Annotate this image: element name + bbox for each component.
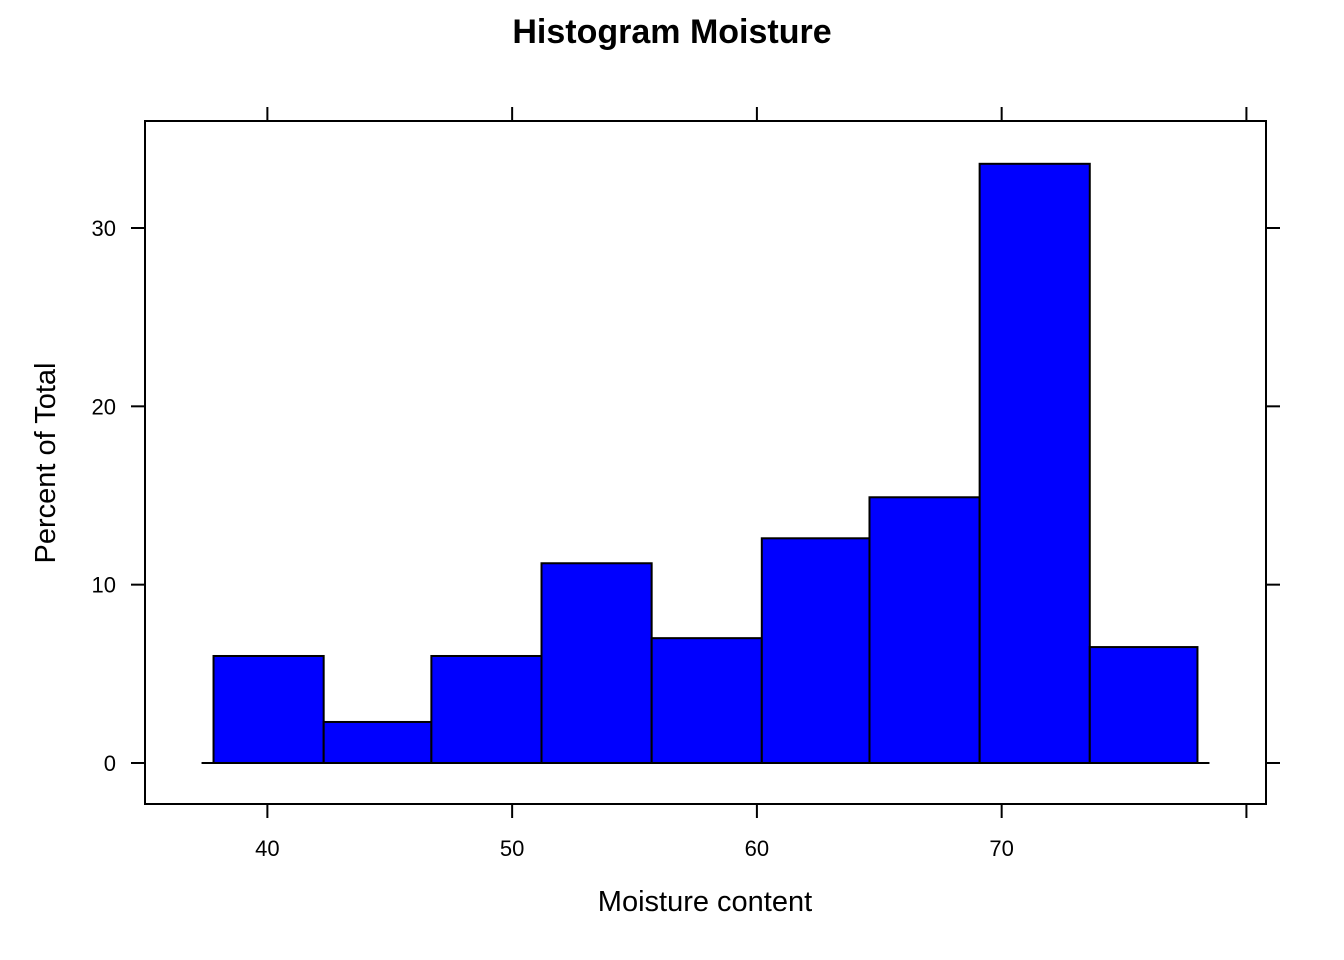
y-tick-label: 0 xyxy=(104,751,116,776)
histogram-bar-3 xyxy=(430,654,543,764)
x-tick-label: 60 xyxy=(745,836,769,861)
histogram-bar-1 xyxy=(212,654,325,764)
bars xyxy=(212,162,1199,764)
chart-title: Histogram Moisture xyxy=(512,13,831,51)
x-axis-ticks: 40 50 60 70 xyxy=(255,107,1248,861)
histogram-bar-6 xyxy=(760,537,871,764)
histogram-bar-4 xyxy=(540,562,653,764)
histogram-bar-2 xyxy=(322,720,433,764)
histogram-bar-7 xyxy=(868,496,981,764)
histogram-bar-8 xyxy=(978,162,1091,764)
plot-frame xyxy=(144,120,1267,805)
y-axis-ticks: 0 10 20 30 xyxy=(92,216,1280,776)
x-axis-label: Moisture content xyxy=(598,886,812,918)
y-axis-label: Percent of Total xyxy=(30,363,62,564)
histogram-bar-5 xyxy=(650,637,763,764)
histogram-bar-9 xyxy=(1088,646,1199,764)
y-tick-label: 20 xyxy=(92,394,116,419)
y-tick-label: 30 xyxy=(92,216,116,241)
x-tick-label: 40 xyxy=(255,836,279,861)
y-tick-label: 10 xyxy=(92,573,116,598)
x-tick-label: 70 xyxy=(989,836,1013,861)
x-tick-label: 50 xyxy=(500,836,524,861)
